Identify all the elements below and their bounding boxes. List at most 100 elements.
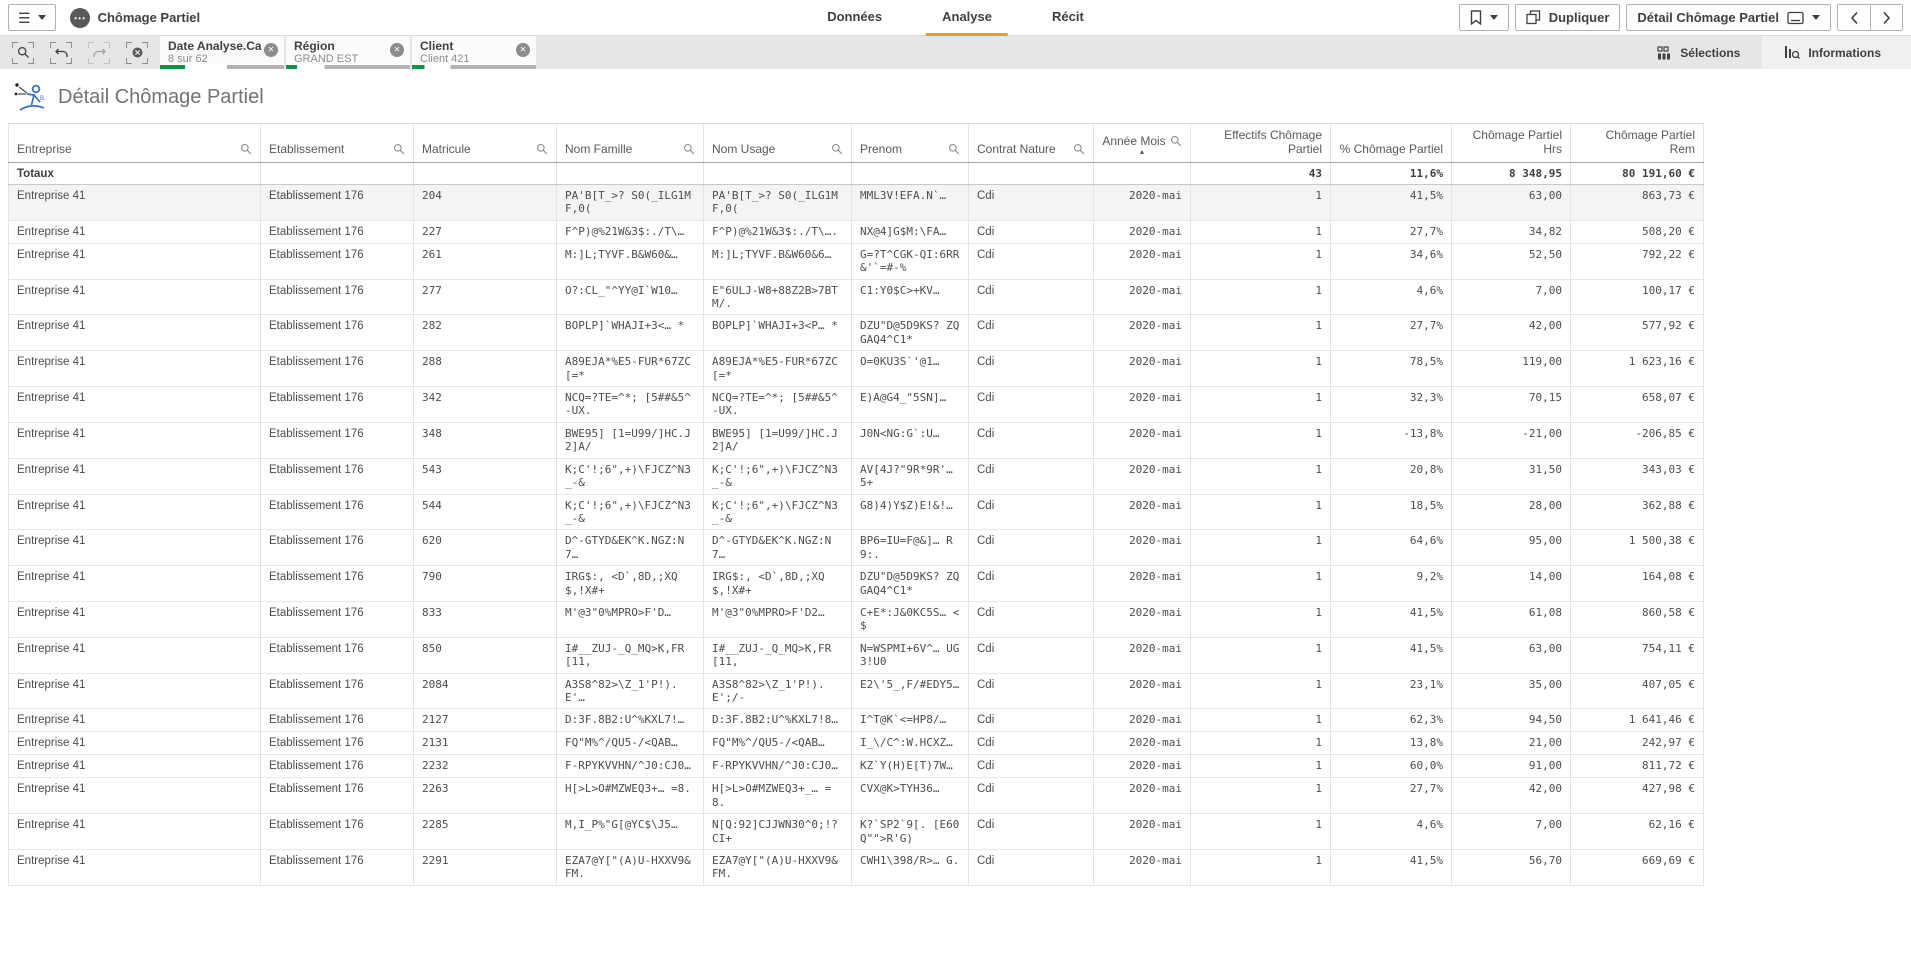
dim-cell[interactable]: 2020-mai [1094,850,1191,886]
dim-cell[interactable]: Cdi [969,494,1094,530]
col-header-contrat-nature[interactable]: Contrat Nature [969,124,1094,163]
dim-cell[interactable]: D^-GTYD&EK^K.NGZ:N7… [557,530,704,566]
dim-cell[interactable]: D:3F.8B2:U^%KXL7!… [557,709,704,732]
dim-cell[interactable]: PA'B[T_>? S0(_ILG1MF,0( [557,185,704,221]
dim-cell[interactable]: IRG$:, <D`,8D,;XQ$,!X#+ [704,566,852,602]
dim-cell[interactable]: Etablissement 176 [261,732,414,755]
dim-cell[interactable]: F-RPYKVVHN/^J0:CJ0… [557,755,704,778]
dim-cell[interactable]: Entreprise 41 [9,673,261,709]
dim-cell[interactable]: Etablissement 176 [261,315,414,351]
dim-cell[interactable]: Etablissement 176 [261,279,414,315]
dim-cell[interactable]: FQ"M%^/QU5-/<QAB… [557,732,704,755]
dim-cell[interactable]: BP6=IU=F@&]… R9:. [852,530,969,566]
col-header-effectifs-ch-mage-partiel[interactable]: Effectifs Chômage Partiel [1191,124,1331,163]
dim-cell[interactable]: F^P)@%21W&3$:./T\…. [704,220,852,243]
dim-cell[interactable]: KZ`Y(H)E[T)7W… [852,755,969,778]
dim-cell[interactable]: Cdi [969,566,1094,602]
col-header-ch-mage-partiel-hrs[interactable]: Chômage Partiel Hrs [1452,124,1571,163]
dim-cell[interactable]: A3S8^82>\Z_1'P!).E'… [557,673,704,709]
dim-cell[interactable]: 2020-mai [1094,387,1191,423]
dim-cell[interactable]: Cdi [969,673,1094,709]
filter-chip-date-analyse[interactable]: Date Analyse.Ca... 8 sur 62 ✕ [160,36,284,69]
col-header-prenom[interactable]: Prenom [852,124,969,163]
dim-cell[interactable]: CVX@K>TYH36… [852,778,969,814]
dim-cell[interactable]: Entreprise 41 [9,814,261,850]
dim-cell[interactable]: Entreprise 41 [9,422,261,458]
dim-cell[interactable]: M,I_P%"G[@YC$\J5… [557,814,704,850]
dim-cell[interactable]: NX@4]G$M:\FA… [852,220,969,243]
dim-cell[interactable]: 2020-mai [1094,458,1191,494]
dim-cell[interactable]: MML3V!EFA.N`… [852,185,969,221]
dim-cell[interactable]: Cdi [969,601,1094,637]
dim-cell[interactable]: I^T@K`<=HP8/… [852,709,969,732]
dim-cell[interactable]: K;C'!;6",+)\FJCZ^N3_-& [557,458,704,494]
dim-cell[interactable]: Entreprise 41 [9,709,261,732]
tab-analyse[interactable]: Analyse [926,0,1008,36]
dim-cell[interactable]: Cdi [969,387,1094,423]
dim-cell[interactable]: Etablissement 176 [261,709,414,732]
dim-cell[interactable]: Entreprise 41 [9,220,261,243]
dim-cell[interactable]: Entreprise 41 [9,185,261,221]
tab-recit[interactable]: Récit [1036,0,1100,36]
dim-cell[interactable]: 2020-mai [1094,279,1191,315]
dim-cell[interactable]: Cdi [969,732,1094,755]
dim-cell[interactable]: 790 [414,566,557,602]
dim-cell[interactable]: Entreprise 41 [9,279,261,315]
dim-cell[interactable]: G=?T^CGK-QI:6RR&'`=#-% [852,243,969,279]
dim-cell[interactable]: O?:CL_"^YY@I`W10… [557,279,704,315]
dim-cell[interactable]: Etablissement 176 [261,850,414,886]
dim-cell[interactable]: M'@3"0%MPRO>F'D2… [704,601,852,637]
dim-cell[interactable]: CWH1\398/R>… G. [852,850,969,886]
dim-cell[interactable]: J0N<NG:G`:U… [852,422,969,458]
dim-cell[interactable]: Cdi [969,220,1094,243]
smart-search-button[interactable] [6,36,40,69]
dim-cell[interactable]: 2020-mai [1094,185,1191,221]
dim-cell[interactable]: 2131 [414,732,557,755]
dim-cell[interactable]: M:]L;TYVF.B&W60&6… [704,243,852,279]
dim-cell[interactable]: 2020-mai [1094,732,1191,755]
dim-cell[interactable]: 2020-mai [1094,601,1191,637]
dim-cell[interactable]: N=WSPMI+6V^… UG3!U0 [852,637,969,673]
dim-cell[interactable]: K;C'!;6",+)\FJCZ^N3_-& [704,458,852,494]
dim-cell[interactable]: Etablissement 176 [261,778,414,814]
dim-cell[interactable]: 261 [414,243,557,279]
dim-cell[interactable]: 2020-mai [1094,673,1191,709]
dim-cell[interactable]: 2020-mai [1094,778,1191,814]
search-icon[interactable] [536,143,548,155]
dim-cell[interactable]: Etablissement 176 [261,530,414,566]
dim-cell[interactable]: Entreprise 41 [9,351,261,387]
dim-cell[interactable]: Cdi [969,243,1094,279]
dim-cell[interactable]: F-RPYKVVHN/^J0:CJ0… [704,755,852,778]
dim-cell[interactable]: Cdi [969,315,1094,351]
dim-cell[interactable]: C+E*:J&0KC5S… <$ [852,601,969,637]
dim-cell[interactable]: AV[4J?"9R*9R'… 5+ [852,458,969,494]
dim-cell[interactable]: Etablissement 176 [261,601,414,637]
dim-cell[interactable]: 2020-mai [1094,637,1191,673]
dim-cell[interactable]: BWE95] [1=U99/]HC.J2]A/ [704,422,852,458]
dim-cell[interactable]: Etablissement 176 [261,673,414,709]
col-header--ch-mage-partiel[interactable]: % Chômage Partiel [1331,124,1452,163]
dim-cell[interactable]: 2020-mai [1094,315,1191,351]
dim-cell[interactable]: Entreprise 41 [9,530,261,566]
dim-cell[interactable]: F^P)@%21W&3$:./T\… [557,220,704,243]
dim-cell[interactable]: DZU"D@5D9KS? ZQGAQ4^C1* [852,315,969,351]
global-menu-button[interactable]: ☰ [8,4,56,31]
close-icon[interactable]: ✕ [264,43,278,57]
search-icon[interactable] [683,143,695,155]
dim-cell[interactable]: Entreprise 41 [9,850,261,886]
dim-cell[interactable]: E)A@G4_"5SN]… [852,387,969,423]
close-icon[interactable]: ✕ [516,43,530,57]
dim-cell[interactable]: Entreprise 41 [9,601,261,637]
dim-cell[interactable]: 2020-mai [1094,351,1191,387]
dim-cell[interactable]: Etablissement 176 [261,458,414,494]
dim-cell[interactable]: 282 [414,315,557,351]
dim-cell[interactable]: 850 [414,637,557,673]
col-header-entreprise[interactable]: Entreprise [9,124,261,163]
dim-cell[interactable]: 342 [414,387,557,423]
dim-cell[interactable]: M:]L;TYVF.B&W60&… [557,243,704,279]
filter-chip-client[interactable]: Client Client 421 ✕ [412,36,536,69]
dim-cell[interactable]: 2285 [414,814,557,850]
clear-selections-button[interactable] [120,36,154,69]
dim-cell[interactable]: NCQ=?TE=^*; [5##&5^-UX. [704,387,852,423]
dim-cell[interactable]: Etablissement 176 [261,814,414,850]
